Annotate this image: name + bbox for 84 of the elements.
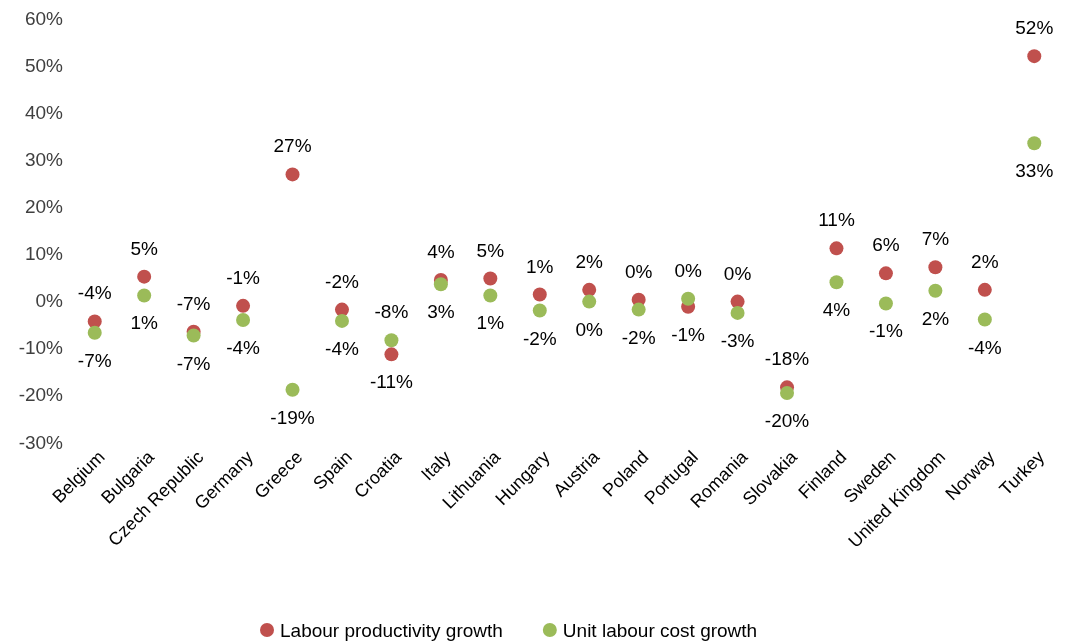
point	[285, 167, 300, 182]
point	[87, 325, 102, 340]
y-tick-label: 0%	[35, 290, 64, 312]
data-label: -20%	[764, 410, 810, 431]
point	[780, 386, 795, 400]
data-label: 0%	[575, 318, 604, 340]
legend-label: Labour productivity growth	[280, 620, 503, 641]
data-label: 1%	[476, 312, 505, 334]
legend-label: Unit labour cost growth	[562, 620, 758, 641]
data-label: 2%	[971, 250, 999, 272]
data-label: 52%	[1015, 17, 1054, 39]
data-label: -7%	[176, 352, 211, 374]
data-label: -1%	[671, 323, 706, 345]
point	[137, 269, 152, 284]
y-tick-label: -10%	[18, 337, 64, 359]
point	[829, 275, 844, 290]
data-label: -2%	[325, 270, 359, 292]
data-label: -4%	[967, 336, 1002, 358]
point	[532, 287, 547, 302]
data-label: 1%	[130, 312, 159, 334]
data-label: -4%	[325, 337, 359, 359]
data-label: -4%	[226, 336, 261, 358]
data-label: 2%	[575, 250, 604, 272]
data-label: -2%	[522, 327, 557, 349]
data-label: 2%	[921, 307, 950, 329]
point	[977, 282, 992, 297]
point	[631, 302, 646, 317]
y-tick-label: 20%	[24, 196, 64, 218]
point	[928, 260, 943, 275]
point	[483, 288, 498, 303]
point	[137, 288, 152, 303]
point	[582, 282, 597, 297]
y-tick-label: 40%	[24, 101, 64, 123]
data-label: 1%	[526, 255, 554, 277]
point	[532, 303, 547, 318]
data-label: 33%	[1015, 160, 1054, 182]
point	[928, 283, 943, 298]
data-label: 5%	[476, 239, 505, 261]
point	[1027, 136, 1042, 151]
point	[977, 312, 992, 327]
data-label: 11%	[818, 209, 855, 231]
y-tick-label: -20%	[18, 384, 64, 406]
data-label: -4%	[77, 282, 112, 304]
point	[878, 266, 893, 281]
point	[829, 241, 844, 256]
point	[483, 271, 498, 286]
point	[582, 294, 597, 309]
data-label: 27%	[273, 135, 312, 157]
point	[878, 296, 893, 311]
y-tick-label: -30%	[18, 431, 64, 453]
data-label: 0%	[624, 260, 653, 282]
data-label: 6%	[872, 234, 900, 256]
data-label: 5%	[130, 237, 159, 259]
data-label: 4%	[427, 240, 455, 262]
data-label: -7%	[176, 292, 211, 314]
point	[334, 313, 349, 328]
point	[681, 291, 696, 306]
data-label: -2%	[621, 326, 656, 348]
data-label: 3%	[427, 301, 455, 323]
point	[186, 328, 201, 343]
point	[236, 298, 251, 313]
data-label: -8%	[374, 301, 409, 323]
y-tick-label: 50%	[24, 54, 64, 76]
data-label: 4%	[822, 299, 851, 321]
point	[236, 312, 251, 327]
data-label: -7%	[77, 349, 112, 371]
data-label: -1%	[869, 320, 903, 342]
data-label: -3%	[720, 329, 755, 351]
data-label: 7%	[921, 228, 950, 250]
data-label: -19%	[270, 406, 315, 428]
data-label: -1%	[226, 266, 261, 288]
point	[1027, 49, 1042, 64]
point	[285, 382, 300, 397]
data-label: -11%	[369, 371, 413, 393]
point	[384, 333, 399, 348]
data-label: -18%	[764, 348, 810, 370]
y-tick-label: 10%	[24, 243, 64, 265]
data-label: 0%	[674, 259, 702, 281]
data-label: 0%	[723, 262, 752, 284]
point	[384, 347, 399, 362]
y-tick-label: 60%	[24, 7, 64, 29]
point	[730, 305, 745, 320]
y-tick-label: 30%	[24, 148, 64, 170]
point	[433, 277, 448, 292]
